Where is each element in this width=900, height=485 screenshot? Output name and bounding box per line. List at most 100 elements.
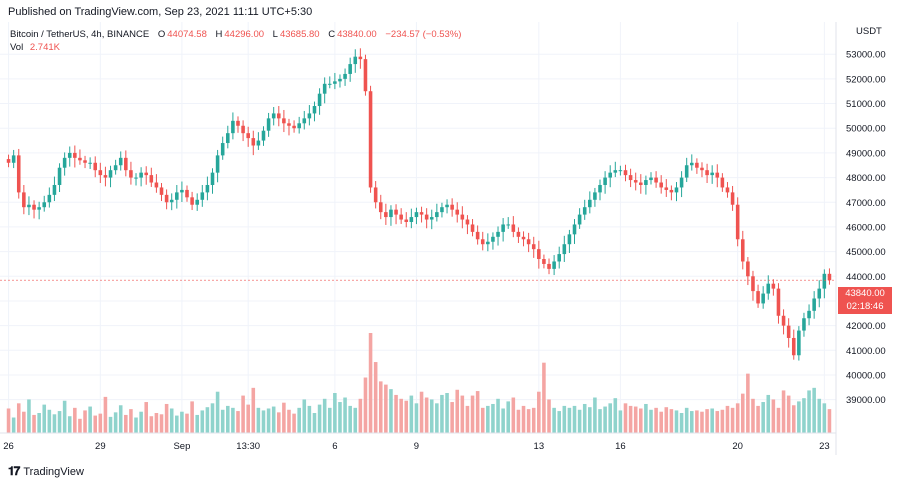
price-axis[interactable]: 39000.0040000.0041000.0042000.0043000.00… [846, 50, 886, 406]
candle-body [674, 187, 679, 193]
volume-bar [496, 398, 500, 433]
candle-body [429, 217, 434, 220]
volume-bar [292, 413, 296, 433]
volume-bar [649, 409, 653, 433]
candle-body [175, 192, 179, 200]
time-tick-label: 16 [615, 441, 626, 452]
volume-bar [460, 395, 465, 433]
candle-body [822, 273, 827, 289]
candles [6, 48, 832, 361]
low-value: 43685.80 [279, 29, 320, 40]
candle-body [654, 177, 658, 183]
open-value: 44074.58 [167, 29, 207, 40]
candle-body [52, 184, 57, 195]
candle-body [450, 204, 454, 210]
candle-body [297, 123, 301, 129]
candle-body [210, 172, 215, 185]
volume-value: 2.741K [29, 42, 60, 53]
time-axis[interactable]: 26 29 Sep 13:30 6 9 13 16 20 23 [3, 441, 829, 452]
volume-bar [613, 398, 618, 433]
volume-bar [62, 400, 67, 433]
candle-body [730, 192, 735, 205]
candle-body [486, 241, 490, 245]
low-key: L [272, 29, 278, 40]
candle-body [358, 56, 363, 60]
candle-body [220, 143, 225, 156]
close-value: 43840.00 [337, 29, 377, 40]
candle-body [348, 64, 352, 74]
volume-bar [307, 405, 312, 433]
volume-bar [470, 395, 475, 433]
candle-body [623, 170, 628, 176]
volume-bar [730, 407, 735, 433]
symbol-title[interactable]: Bitcoin / TetherUS, 4h, BINANCE [10, 29, 150, 40]
volume-bar [404, 400, 409, 433]
volume-bar [113, 412, 118, 433]
candle-body [506, 224, 511, 226]
candle-body [710, 172, 714, 176]
candle-body [791, 337, 796, 356]
time-tick-label: 13:30 [236, 441, 260, 452]
candle-body [159, 187, 164, 195]
candle-body [588, 199, 592, 208]
volume-bar [547, 399, 551, 433]
candle-body [215, 155, 220, 173]
volume-bar [266, 408, 271, 433]
volume-bar [557, 411, 562, 433]
volume-bar [144, 402, 149, 433]
candle-body [271, 113, 276, 119]
volume-bar [67, 416, 72, 433]
volume-bar [501, 408, 505, 433]
volume-bar [465, 405, 470, 433]
candle-body [577, 214, 582, 225]
volume-bar [822, 403, 827, 433]
candle-body [817, 288, 822, 299]
price-chart[interactable]: 39000.0040000.0041000.0042000.0043000.00… [0, 22, 900, 455]
volume-bar [210, 403, 215, 433]
candle-body [628, 175, 633, 181]
candle-body [639, 182, 643, 185]
candle-body [516, 231, 521, 237]
volume-bar [139, 411, 143, 433]
header-strip: Published on TradingView.com, Sep 23, 20… [0, 0, 900, 22]
candle-body [195, 199, 199, 205]
volume-bar [593, 397, 597, 433]
tradingview-logo[interactable]: 𝟏𝟕 TradingView [8, 464, 84, 479]
candle-body [475, 231, 480, 240]
volume-bar [618, 410, 623, 433]
candle-body [251, 138, 256, 146]
volume-bar [32, 414, 36, 433]
candle-body [205, 184, 210, 193]
candle-body [740, 239, 745, 262]
volume-bar [746, 373, 750, 433]
volume-bar [353, 407, 358, 433]
candle-body [608, 172, 612, 178]
volume-bar [491, 403, 495, 433]
volume-bar [424, 397, 429, 433]
candle-body [613, 170, 618, 173]
bar-countdown: 02:18:46 [846, 301, 884, 312]
volume-bar [220, 409, 225, 433]
candle-body [11, 155, 16, 163]
volume-label[interactable]: Vol [10, 42, 24, 53]
volume-bar [710, 408, 714, 433]
candle-body [6, 159, 11, 163]
candle-body [735, 204, 740, 240]
candle-body [781, 315, 786, 326]
candle-body [695, 162, 699, 168]
volume-bar [776, 407, 781, 433]
volume-bar [302, 399, 307, 433]
price-tick-label: 40000.00 [846, 370, 886, 381]
grid-lines [0, 22, 836, 433]
price-tick-label: 44000.00 [846, 272, 886, 283]
volume-bar [118, 405, 123, 433]
volume-bar [317, 404, 322, 433]
volume-bars [6, 333, 832, 433]
tradingview-brand: TradingView [23, 465, 84, 478]
volume-bar [623, 403, 628, 433]
candle-body [705, 170, 709, 176]
candle-body [78, 157, 82, 161]
candle-body [322, 83, 327, 94]
volume-bar [271, 406, 276, 433]
volume-bar [276, 412, 281, 433]
